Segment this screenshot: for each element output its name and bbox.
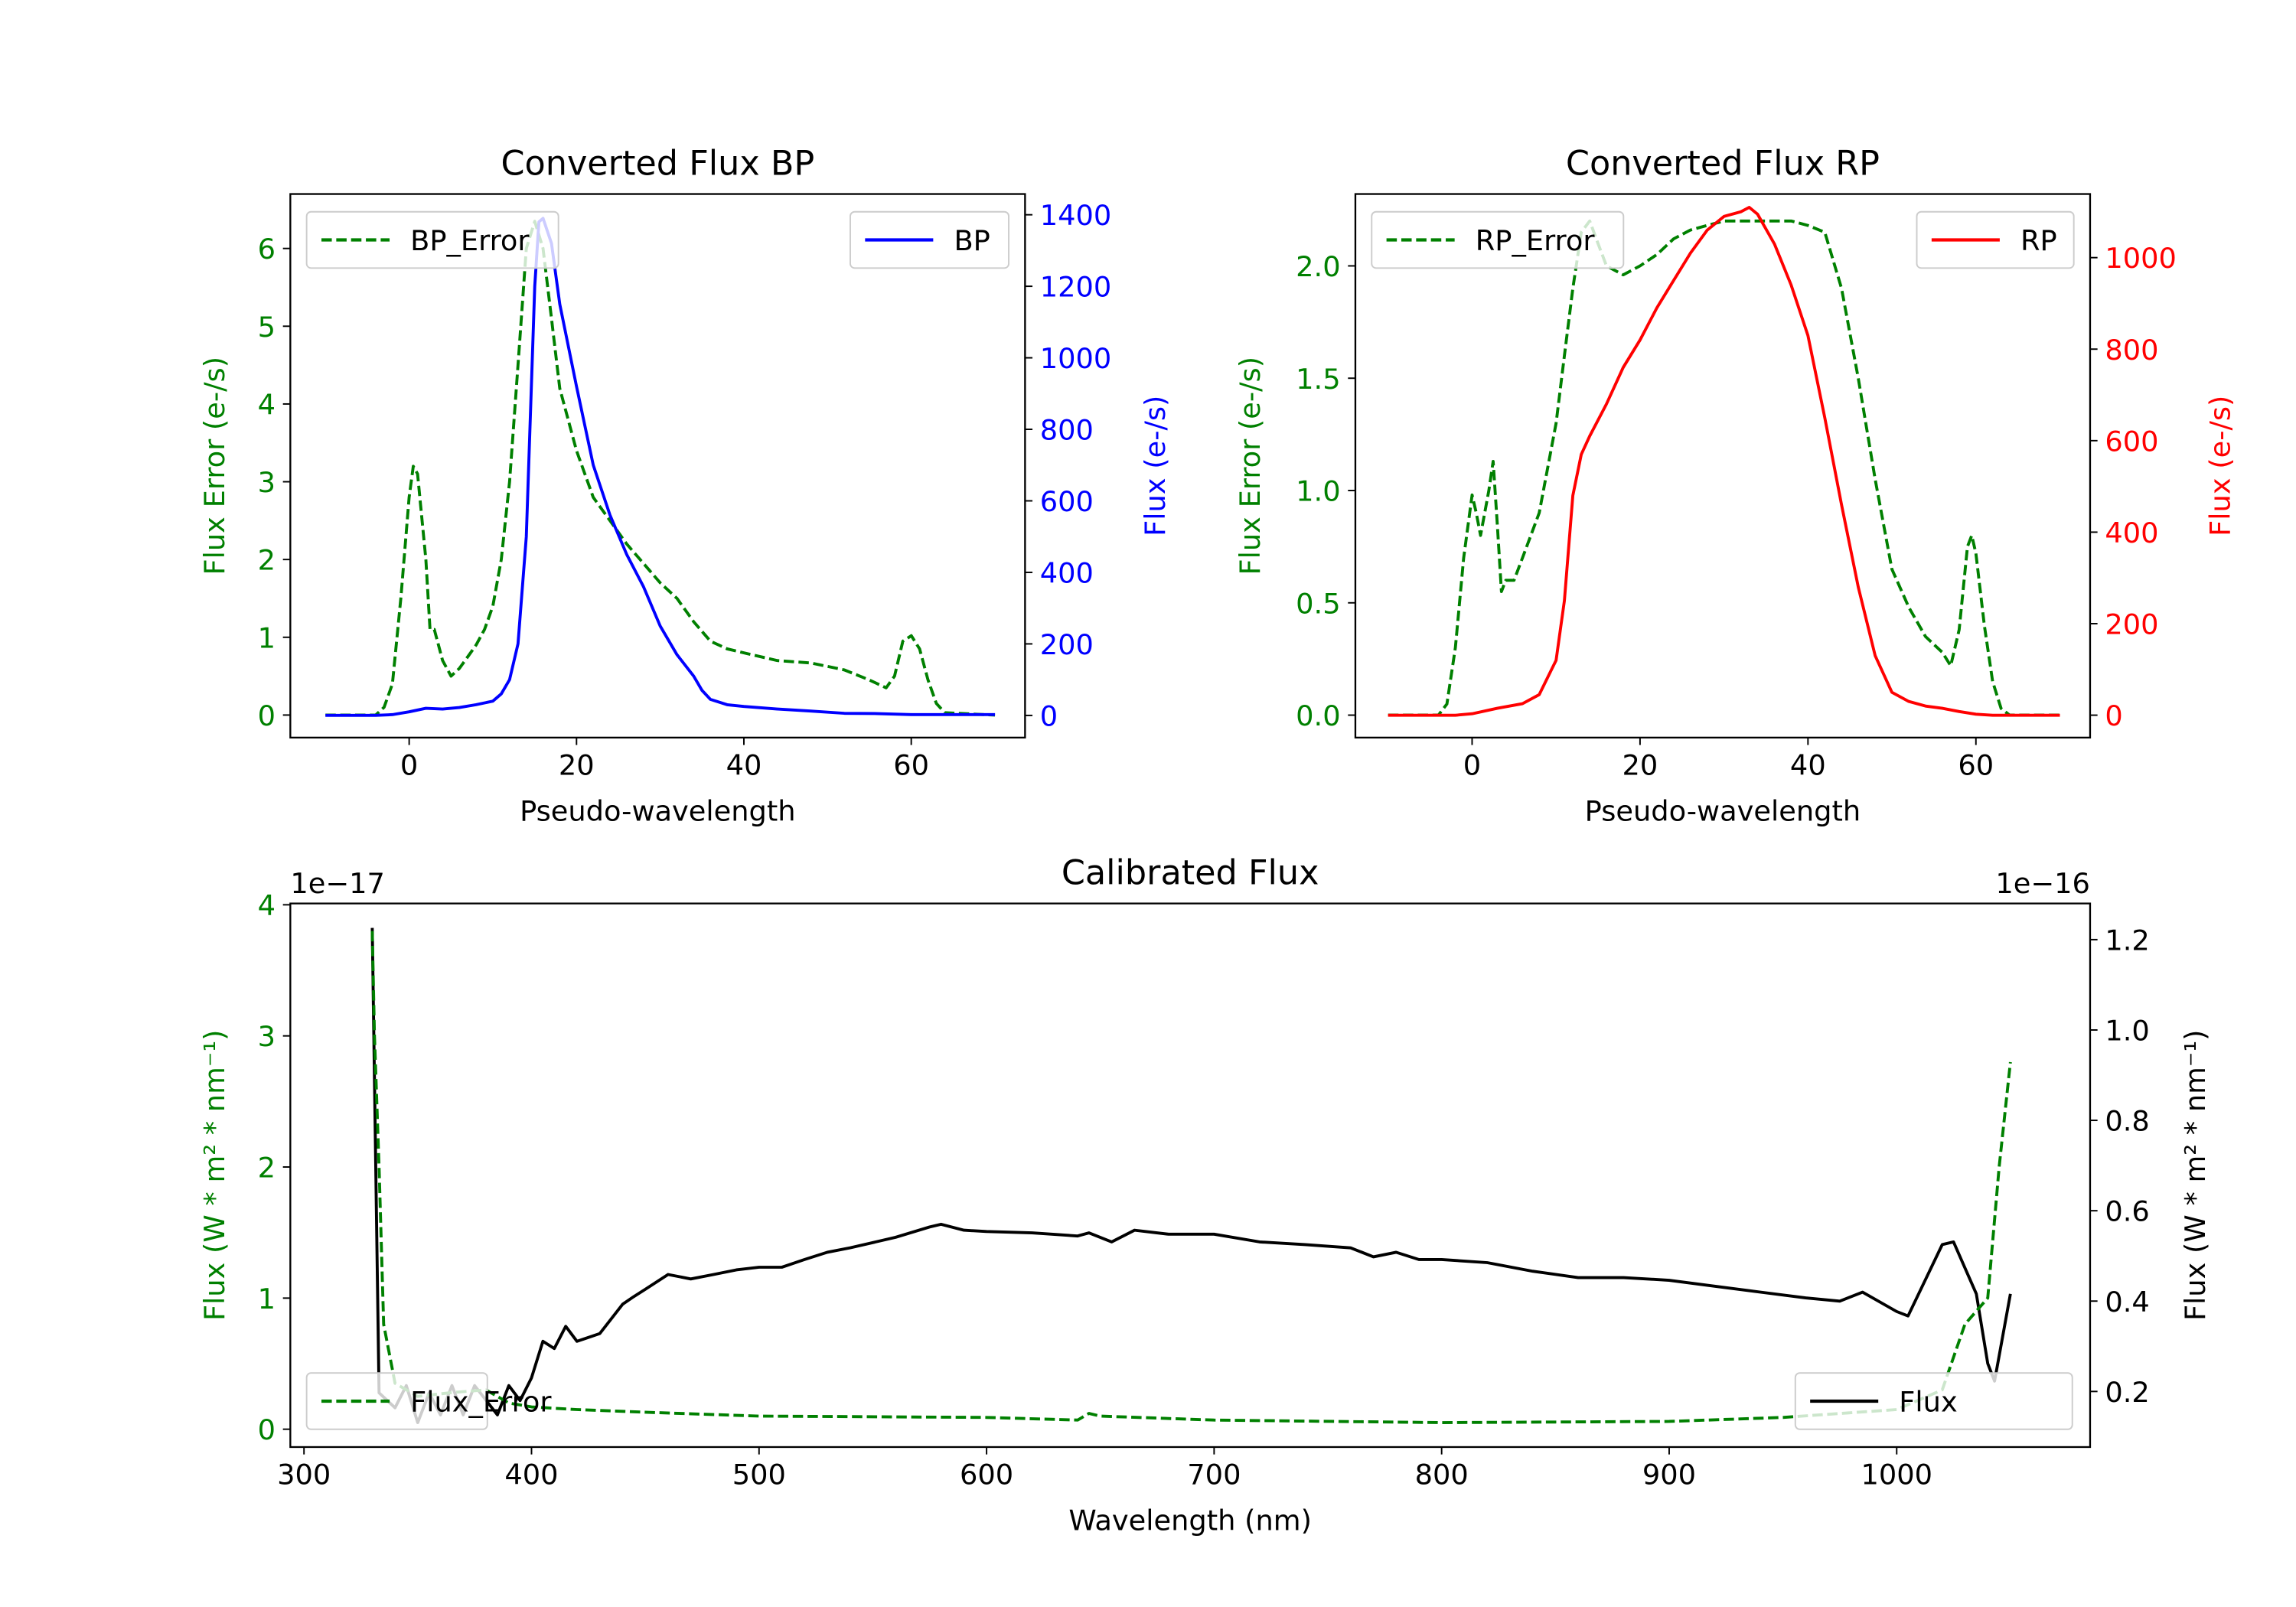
y-right-offset-text: 1e−16	[1995, 867, 2090, 900]
x-tick-label: 40	[726, 748, 762, 781]
y-right-tick-label: 200	[1040, 628, 1094, 661]
y-left-tick-label: 2	[258, 1152, 276, 1185]
x-tick-label: 20	[1623, 748, 1658, 781]
x-tick-label: 600	[960, 1458, 1013, 1491]
x-tick-label: 60	[893, 748, 929, 781]
y-left-tick-label: 4	[258, 889, 276, 922]
legend-box	[1371, 210, 1625, 269]
legend-rp: RP	[1916, 210, 2075, 269]
y-right-tick-label: 1000	[2105, 242, 2177, 275]
y-left-tick-label: 1.0	[1296, 475, 1340, 508]
legend-bp-error: BP_Error	[305, 210, 559, 269]
y-left-tick-label: 1.5	[1296, 363, 1340, 396]
legend-rp-error: RP_Error	[1371, 210, 1625, 269]
y-right-axis-label: Flux (e-/s)	[1139, 396, 1172, 536]
y-right-tick-label: 400	[1040, 557, 1094, 590]
x-tick-label: 60	[1958, 748, 1994, 781]
y-right-axis-label: Flux (e-/s)	[2204, 396, 2237, 536]
legend-label: Flux_Error	[410, 1386, 552, 1419]
y-left-tick-label: 4	[258, 388, 276, 421]
x-axis-label: Pseudo-wavelength	[520, 794, 796, 827]
y-right-tick-label: 1200	[1040, 271, 1112, 304]
x-axis-label: Pseudo-wavelength	[1585, 794, 1861, 827]
axes-frame	[1354, 193, 2092, 739]
x-tick-label: 40	[1790, 748, 1826, 781]
x-axis-label: Wavelength (nm)	[1068, 1504, 1312, 1537]
y-right-tick-label: 0.2	[2105, 1376, 2149, 1409]
series-line-rp-error	[1388, 219, 2060, 717]
series-line-bp-error	[325, 220, 996, 717]
legend-label: BP	[954, 224, 990, 257]
y-left-axis-label: Flux (W * m² * nm⁻¹)	[198, 1030, 231, 1321]
y-left-offset-text: 1e−17	[290, 867, 385, 900]
y-left-axis-label: Flux Error (e-/s)	[1234, 357, 1267, 575]
legend-box	[305, 1372, 488, 1430]
x-tick-label: 0	[400, 748, 418, 781]
calibrated-flux-subplot: 300 400 500 600 700 800 900 1000 0 1 2 3 4 0.2 0.4 0.6 0…	[198, 853, 2212, 1537]
legend-box	[305, 210, 559, 269]
legend-flux: Flux	[1794, 1372, 2073, 1430]
y-right-tick-label: 0.8	[2105, 1105, 2149, 1138]
legend-bp: BP	[850, 210, 1010, 269]
y-left-tick-label: 5	[258, 311, 276, 344]
legend-label: RP	[2020, 224, 2057, 257]
series-line-bp	[325, 217, 996, 717]
y-left-tick-label: 0	[258, 699, 276, 732]
series-line-rp	[1388, 206, 2060, 717]
x-tick-label: 500	[732, 1458, 786, 1491]
y-left-tick-label: 0.0	[1296, 699, 1340, 732]
x-tick-label: 900	[1642, 1458, 1696, 1491]
chart-title: Converted Flux RP	[1566, 144, 1880, 183]
y-right-tick-label: 0	[1040, 699, 1058, 732]
chart-title: Calibrated Flux	[1062, 853, 1319, 892]
y-right-tick-label: 400	[2105, 517, 2158, 549]
x-tick-label: 20	[559, 748, 595, 781]
y-right-tick-label: 1000	[1040, 342, 1112, 375]
legend-label: RP_Error	[1476, 224, 1596, 257]
x-tick-label: 400	[504, 1458, 558, 1491]
legend-label: BP_Error	[410, 224, 530, 257]
y-right-tick-label: 600	[2105, 425, 2158, 458]
legend-box	[1794, 1372, 2073, 1430]
y-left-tick-label: 1	[258, 621, 276, 654]
y-left-axis-label: Flux Error (e-/s)	[198, 357, 231, 575]
axes-frame	[289, 902, 2092, 1449]
x-tick-label: 0	[1463, 748, 1481, 781]
y-right-tick-label: 0.4	[2105, 1286, 2149, 1319]
series-line-flux	[370, 927, 2012, 1424]
y-left-tick-label: 0	[258, 1413, 276, 1446]
axes-frame	[289, 193, 1026, 739]
y-left-tick-label: 2	[258, 544, 276, 577]
y-right-axis-label: Flux (W * m² * nm⁻¹)	[2179, 1030, 2212, 1321]
y-right-tick-label: 0	[2105, 699, 2122, 732]
legend-flux-error: Flux_Error	[305, 1372, 552, 1430]
y-right-tick-label: 200	[2105, 608, 2158, 641]
y-left-tick-label: 1	[258, 1283, 276, 1315]
y-right-tick-label: 1.2	[2105, 924, 2149, 957]
y-left-tick-label: 3	[258, 466, 276, 499]
y-left-tick-label: 6	[258, 233, 276, 266]
bp-subplot: 0 20 40 6001234560200400600800100012001400C…	[198, 144, 1172, 827]
y-right-tick-label: 800	[1040, 414, 1094, 447]
y-right-tick-label: 1400	[1040, 199, 1112, 232]
x-tick-label: 800	[1415, 1458, 1469, 1491]
y-left-tick-label: 3	[258, 1020, 276, 1053]
y-right-tick-label: 1.0	[2105, 1015, 2149, 1048]
x-tick-label: 700	[1187, 1458, 1241, 1491]
y-right-tick-label: 0.6	[2105, 1195, 2149, 1228]
x-tick-label: 300	[277, 1458, 331, 1491]
y-right-tick-label: 600	[1040, 485, 1094, 518]
x-tick-label: 1000	[1861, 1458, 1932, 1491]
chart-title: Converted Flux BP	[501, 144, 814, 183]
legend-label: Flux	[1899, 1386, 1957, 1419]
y-left-tick-label: 0.5	[1296, 587, 1340, 620]
rp-subplot: 0 20 40 60 0.0 0.5 1.0 1.5 2.0 0 200 400 600 800 1000 C…	[1234, 144, 2237, 827]
y-left-tick-label: 2.0	[1296, 250, 1340, 283]
y-right-tick-label: 800	[2105, 334, 2158, 367]
